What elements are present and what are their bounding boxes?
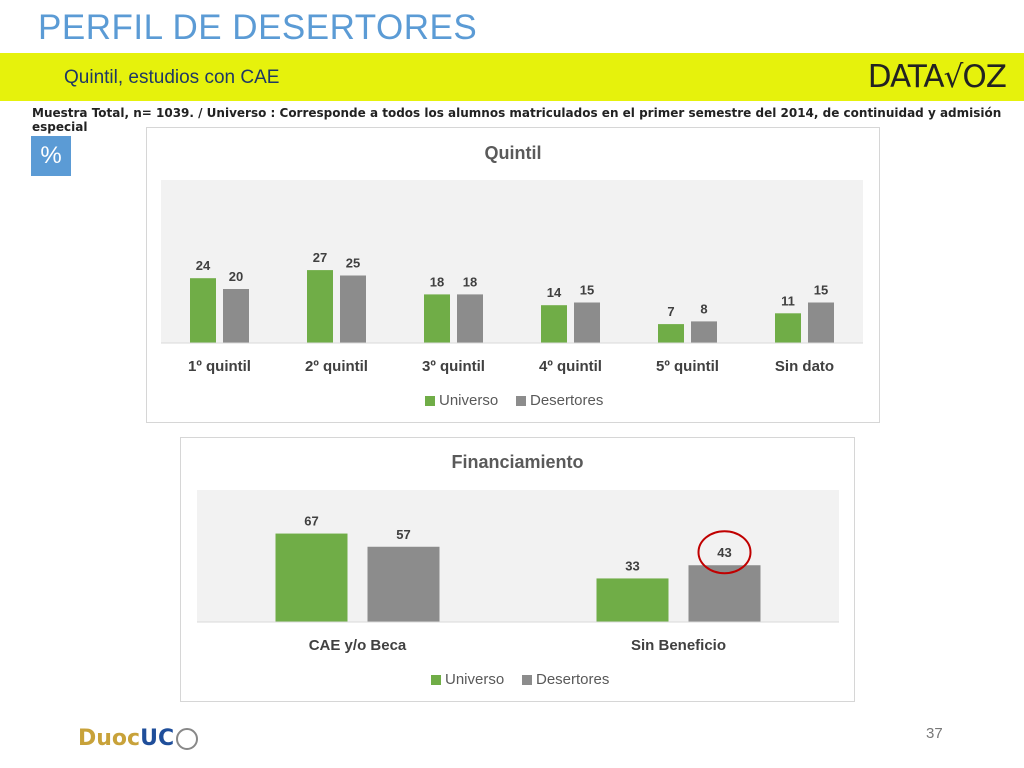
highlight-circle — [697, 530, 752, 575]
data-label: 43 — [717, 545, 731, 560]
data-label: 25 — [346, 256, 360, 271]
bar-desertores — [688, 565, 761, 622]
category-label: 5º quintil — [656, 358, 719, 375]
legend-label: Universo — [445, 671, 504, 688]
financiamiento-chart-panel: Financiamiento 67 57 CAE y/o Beca 33 43 Sin Be… — [180, 437, 855, 702]
duoc-logo: DuocUC — [78, 726, 199, 751]
data-label: 24 — [196, 258, 211, 273]
data-label: 27 — [313, 250, 327, 265]
seal-icon — [176, 728, 199, 750]
bar-universo — [275, 533, 348, 622]
bar-universo — [596, 578, 669, 622]
bar-universo — [424, 294, 450, 343]
legend-swatch — [516, 396, 526, 406]
bar-universo — [307, 270, 333, 343]
page-subtitle: Quintil, estudios con CAE — [64, 67, 280, 88]
page-title: PERFIL DE DESERTORES — [38, 8, 478, 47]
data-label: 8 — [700, 301, 707, 316]
subtitle-band: Quintil, estudios con CAE DATA√OZ — [0, 53, 1024, 101]
quintil-chart-panel: Quintil 24 20 1º quintil 27 25 2º quintil 18 18 3… — [146, 127, 880, 423]
bar-desertores — [574, 302, 600, 343]
legend-label: Desertores — [530, 392, 603, 409]
category-label: 4º quintil — [539, 358, 602, 375]
bar-desertores — [367, 546, 440, 622]
bar-universo — [658, 324, 684, 343]
sample-note: Muestra Total, n= 1039. / Universo : Cor… — [32, 106, 1002, 134]
bar-desertores — [457, 294, 483, 343]
bar-universo — [775, 313, 801, 343]
data-label: 15 — [580, 283, 594, 298]
legend-swatch — [431, 675, 441, 685]
legend-swatch — [522, 675, 532, 685]
category-label: Sin dato — [775, 358, 834, 375]
chart-title: Financiamiento — [451, 452, 583, 472]
category-label: Sin Beneficio — [631, 637, 726, 654]
financiamiento-chart: Financiamiento 67 57 CAE y/o Beca 33 43 Sin Be… — [197, 452, 839, 688]
bar-desertores — [340, 275, 366, 343]
percent-badge: % — [31, 136, 71, 176]
legend-swatch — [425, 396, 435, 406]
data-label: 7 — [667, 304, 674, 319]
data-label: 20 — [229, 269, 243, 284]
data-label: 18 — [463, 274, 477, 289]
quintil-chart: Quintil 24 20 1º quintil 27 25 2º quintil 18 18 3… — [161, 143, 863, 409]
brand-logo: DATA√OZ — [867, 59, 1007, 95]
bar-desertores — [691, 321, 717, 343]
category-label: 2º quintil — [305, 358, 368, 375]
legend-label: Universo — [439, 392, 498, 409]
data-label: 18 — [430, 274, 444, 289]
bar-desertores — [223, 289, 249, 343]
data-label: 33 — [625, 558, 639, 573]
data-label: 15 — [814, 283, 828, 298]
bar-desertores — [808, 302, 834, 343]
category-label: CAE y/o Beca — [309, 637, 407, 654]
legend-label: Desertores — [536, 671, 609, 688]
data-label: 11 — [781, 293, 795, 308]
category-label: 3º quintil — [422, 358, 485, 375]
category-label: 1º quintil — [188, 358, 251, 375]
bar-universo — [190, 278, 216, 343]
data-label: 57 — [396, 527, 410, 542]
page-number: 37 — [926, 725, 943, 742]
data-label: 14 — [547, 285, 562, 300]
bar-universo — [541, 305, 567, 343]
plot-area — [161, 180, 863, 343]
data-label: 67 — [304, 514, 318, 529]
chart-title: Quintil — [485, 143, 542, 163]
